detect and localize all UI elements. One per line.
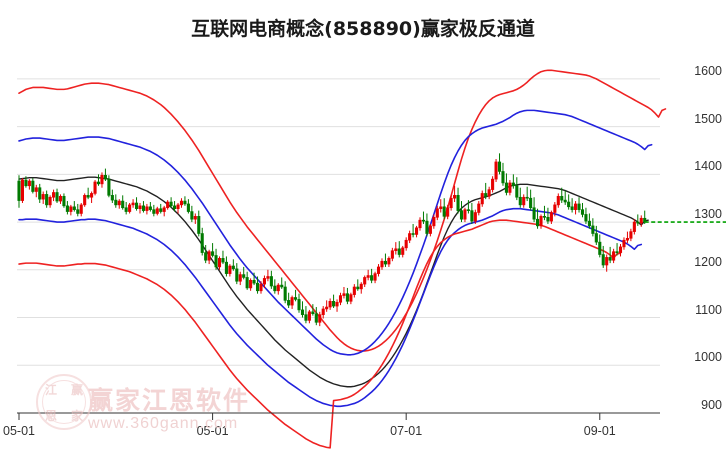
y-axis-tick-label: 1200 (694, 254, 722, 269)
candlestick-series (17, 153, 647, 327)
y-axis-tick-label: 1400 (694, 159, 722, 174)
y-axis-tick-label: 900 (701, 398, 722, 412)
y-axis-tick-label: 1100 (695, 302, 722, 317)
x-axis-tick-label: 05-01 (3, 424, 35, 438)
x-axis-tick-label: 07-01 (390, 424, 423, 438)
axis-lines (17, 412, 660, 420)
y-axis-tick-label: 1500 (694, 111, 722, 126)
y-axis-tick-label: 1600 (694, 63, 722, 78)
y-axis-tick-label: 1300 (694, 207, 722, 222)
y-axis-tick-label: 1000 (694, 350, 722, 365)
gridlines (17, 78, 660, 414)
x-axis-tick-label: 05-01 (196, 424, 229, 438)
page-title: 互联网电商概念(858890)赢家极反通道 (191, 18, 535, 40)
x-axis-tick-label: 09-01 (583, 424, 616, 438)
